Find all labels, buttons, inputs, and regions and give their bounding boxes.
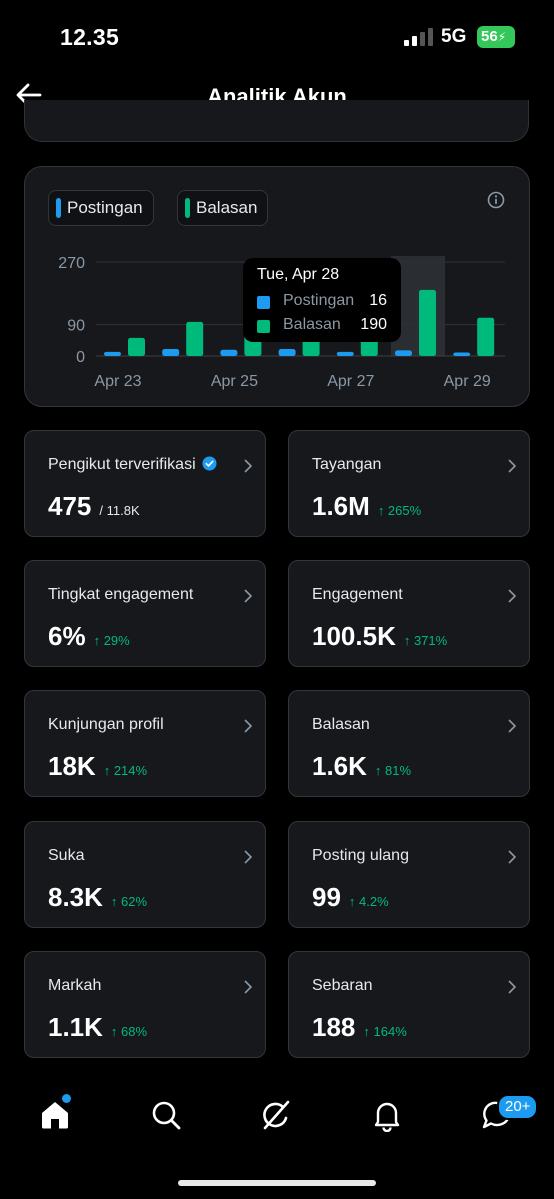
metric-label: Markah — [48, 977, 102, 994]
home-notification-dot — [62, 1094, 71, 1103]
metric-value-text: 100.5K — [312, 621, 396, 651]
metric-value: 100.5K ↑ 371% — [312, 621, 447, 652]
metric-label: Posting ulang — [312, 847, 409, 864]
grok-icon[interactable] — [259, 1098, 293, 1132]
metric-card-engagement-rate[interactable]: Tingkat engagement 6% ↑ 29% — [24, 560, 266, 667]
tooltip-balasan-value: 190 — [360, 316, 387, 333]
metric-change: ↑ 265% — [377, 503, 422, 518]
messages-badge: 20+ — [497, 1094, 539, 1120]
metric-change: ↑ 62% — [110, 894, 148, 909]
battery-level: 56 — [481, 28, 498, 45]
legend-balasan-toggle[interactable]: Balasan — [177, 190, 269, 226]
metric-card-verified-followers[interactable]: Pengikut terverifikasi 475 / 11.8K — [24, 430, 266, 537]
metric-value-text: 188 — [312, 1012, 356, 1042]
metric-value-text: 6% — [48, 621, 86, 651]
metric-label: Pengikut terverifikasi — [48, 456, 217, 474]
chevron-right-icon — [244, 719, 253, 733]
metric-value: 188 ↑ 164% — [312, 1012, 407, 1043]
metric-card-engagement[interactable]: Engagement 100.5K ↑ 371% — [288, 560, 530, 667]
metric-label: Engagement — [312, 586, 403, 603]
chevron-right-icon — [508, 589, 517, 603]
metric-card-bookmarks[interactable]: Markah 1.1K ↑ 68% — [24, 951, 266, 1058]
verified-badge-icon — [202, 456, 217, 471]
tooltip-postingan-swatch — [257, 296, 270, 309]
tooltip-row-balasan: Balasan 190 — [257, 316, 387, 340]
metric-value: 1.6M ↑ 265% — [312, 491, 421, 522]
legend-postingan-toggle[interactable]: Postingan — [48, 190, 154, 226]
metric-card-shares[interactable]: Sebaran 188 ↑ 164% — [288, 951, 530, 1058]
tooltip-postingan-label: Postingan — [283, 292, 355, 309]
home-indicator — [178, 1180, 376, 1186]
metric-label-text: Pengikut terverifikasi — [48, 456, 196, 473]
metric-value-text: 1.1K — [48, 1012, 103, 1042]
metric-label: Tayangan — [312, 456, 382, 473]
metric-value-text: 475 — [48, 491, 92, 521]
chevron-right-icon — [508, 719, 517, 733]
metric-value: 99 ↑ 4.2% — [312, 882, 389, 913]
battery-icon: 56⚡ — [477, 26, 515, 48]
metric-value: 1.1K ↑ 68% — [48, 1012, 147, 1043]
metric-change: ↑ 29% — [93, 633, 130, 648]
chevron-right-icon — [244, 459, 253, 473]
metric-card-reposts[interactable]: Posting ulang 99 ↑ 4.2% — [288, 821, 530, 928]
metric-change: ↑ 164% — [363, 1024, 407, 1039]
chevron-right-icon — [244, 980, 253, 994]
bell-icon[interactable] — [370, 1098, 404, 1132]
metric-value: 8.3K ↑ 62% — [48, 882, 147, 913]
legend-postingan-label: Postingan — [67, 198, 143, 217]
metric-change: ↑ 68% — [110, 1024, 148, 1039]
metric-value: 475 / 11.8K — [48, 491, 140, 522]
metric-value-text: 1.6K — [312, 751, 367, 781]
metric-label: Kunjungan profil — [48, 716, 164, 733]
metric-label: Tingkat engagement — [48, 586, 194, 603]
legend-postingan-swatch — [56, 198, 61, 218]
metric-change: ↑ 4.2% — [348, 894, 389, 909]
legend-balasan-label: Balasan — [196, 198, 258, 217]
metric-value: 18K ↑ 214% — [48, 751, 147, 782]
metric-value-text: 1.6M — [312, 491, 370, 521]
chevron-right-icon — [508, 850, 517, 864]
metric-card-profile-visits[interactable]: Kunjungan profil 18K ↑ 214% — [24, 690, 266, 797]
tooltip-balasan-swatch — [257, 320, 270, 333]
legend-balasan-swatch — [185, 198, 190, 218]
metric-value-text: 8.3K — [48, 882, 103, 912]
tooltip-date: Tue, Apr 28 — [257, 266, 340, 283]
tooltip-balasan-label: Balasan — [283, 316, 341, 333]
chevron-right-icon — [508, 980, 517, 994]
info-icon[interactable] — [486, 190, 506, 210]
metric-card-impressions[interactable]: Tayangan 1.6M ↑ 265% — [288, 430, 530, 537]
metric-label: Sebaran — [312, 977, 373, 994]
metric-label: Balasan — [312, 716, 370, 733]
metric-change: ↑ 214% — [103, 763, 148, 778]
chart-tooltip: Tue, Apr 28 Postingan 16 Balasan 190 — [243, 258, 401, 342]
previous-card — [24, 100, 529, 142]
status-bar: 12.35 5G 56⚡ — [0, 0, 554, 70]
metric-value: 1.6K ↑ 81% — [312, 751, 411, 782]
home-icon[interactable] — [38, 1098, 72, 1132]
metric-card-likes[interactable]: Suka 8.3K ↑ 62% — [24, 821, 266, 928]
metric-label: Suka — [48, 847, 85, 864]
chevron-right-icon — [508, 459, 517, 473]
chevron-right-icon — [244, 589, 253, 603]
metric-value: 6% ↑ 29% — [48, 621, 130, 652]
metric-value-text: 99 — [312, 882, 341, 912]
bottom-nav — [0, 1080, 554, 1199]
metric-total: / 11.8K — [99, 503, 140, 518]
metric-change: ↑ 371% — [403, 633, 448, 648]
status-time: 12.35 — [60, 24, 120, 50]
network-label: 5G — [441, 26, 467, 47]
search-icon[interactable] — [149, 1098, 183, 1132]
metric-change: ↑ 81% — [374, 763, 412, 778]
metric-value-text: 18K — [48, 751, 96, 781]
chevron-right-icon — [244, 850, 253, 864]
tooltip-postingan-value: 16 — [369, 292, 387, 309]
metric-card-replies[interactable]: Balasan 1.6K ↑ 81% — [288, 690, 530, 797]
signal-icon — [404, 28, 433, 46]
tooltip-row-postingan: Postingan 16 — [257, 292, 387, 316]
